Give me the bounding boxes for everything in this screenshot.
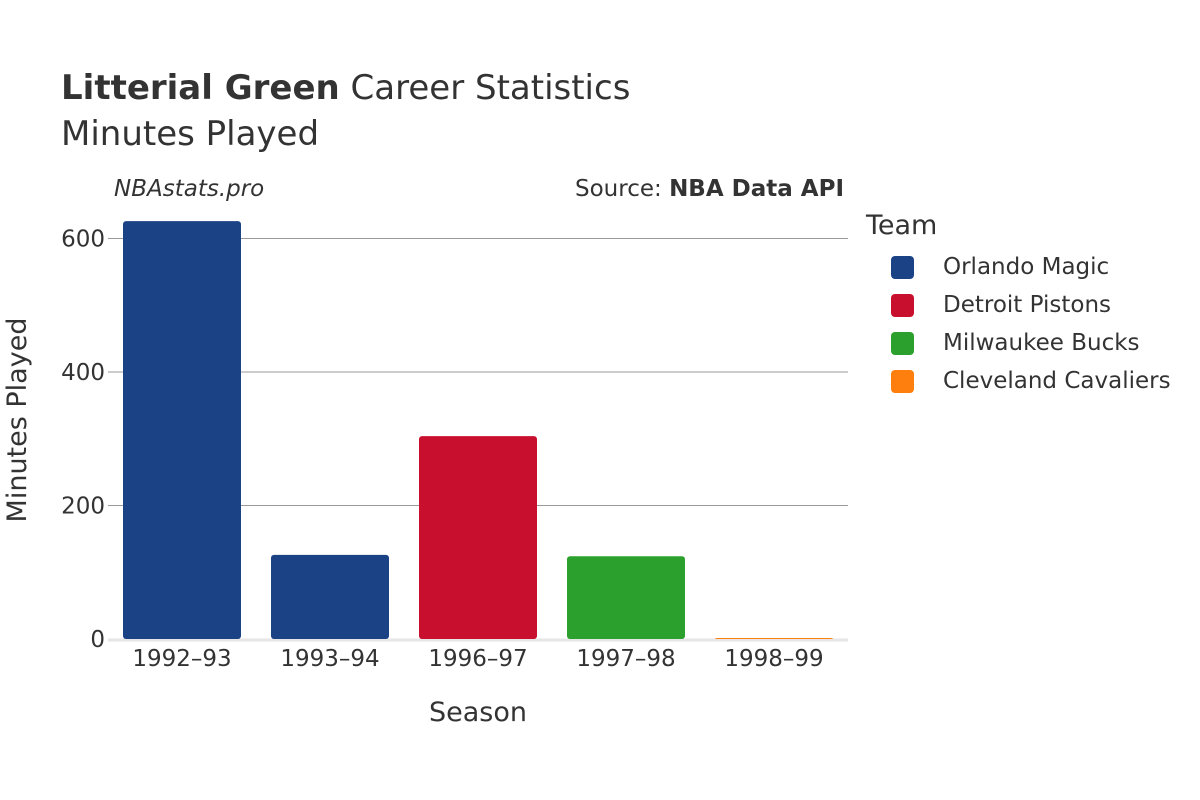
source-label: Source: NBA Data API — [575, 176, 844, 202]
chart-title: Litterial Green Career Statistics — [61, 66, 630, 110]
legend-label: Milwaukee Bucks — [943, 330, 1140, 356]
brand-label: NBAstats.pro — [114, 176, 265, 202]
bar[interactable] — [567, 556, 685, 639]
legend-label: Orlando Magic — [943, 254, 1110, 280]
x-tick-label: 1993–94 — [280, 646, 379, 672]
y-tick-label: 200 — [61, 494, 105, 520]
legend-label: Cleveland Cavaliers — [943, 368, 1171, 394]
title-suffix: Career Statistics — [339, 68, 631, 108]
y-tick-label: 600 — [61, 227, 105, 253]
legend-title: Team — [866, 210, 938, 241]
legend: Team Orlando Magic Detroit Pistons Milwauk… — [866, 208, 1171, 400]
legend-item[interactable]: Milwaukee Bucks — [891, 324, 1171, 362]
x-tick-label: 1997–98 — [576, 646, 675, 672]
player-name: Litterial Green — [61, 68, 340, 108]
legend-swatch — [891, 293, 914, 317]
x-tick-label: 1998–99 — [724, 646, 823, 672]
legend-item[interactable]: Orlando Magic — [891, 248, 1171, 286]
legend-label: Detroit Pistons — [943, 292, 1112, 318]
bar[interactable] — [123, 221, 241, 639]
y-axis-ticks: 0 200 400 600 — [61, 227, 105, 654]
chart-subtitle: Minutes Played — [61, 114, 320, 154]
bar[interactable] — [715, 638, 833, 639]
legend-swatch — [891, 331, 914, 355]
source-name: NBA Data API — [669, 176, 844, 202]
legend-swatch — [891, 255, 914, 279]
bar[interactable] — [419, 436, 537, 639]
bar[interactable] — [271, 554, 389, 639]
legend-item[interactable]: Cleveland Cavaliers — [891, 362, 1171, 400]
x-tick-label: 1996–97 — [428, 646, 527, 672]
x-tick-label: 1992–93 — [132, 646, 231, 672]
legend-swatch — [891, 369, 914, 393]
x-axis-ticks: 1992–93 1993–94 1996–97 1997–98 1998–99 — [132, 646, 823, 672]
y-axis-title: Minutes Played — [2, 318, 33, 523]
y-tick-label: 0 — [90, 627, 105, 653]
legend-item[interactable]: Detroit Pistons — [891, 286, 1171, 324]
x-axis-title: Season — [429, 697, 527, 728]
legend-items: Orlando Magic Detroit Pistons Milwaukee Bu… — [866, 248, 1171, 400]
source-prefix: Source: — [575, 176, 670, 202]
y-tick-label: 400 — [61, 360, 105, 386]
bars — [123, 221, 833, 639]
